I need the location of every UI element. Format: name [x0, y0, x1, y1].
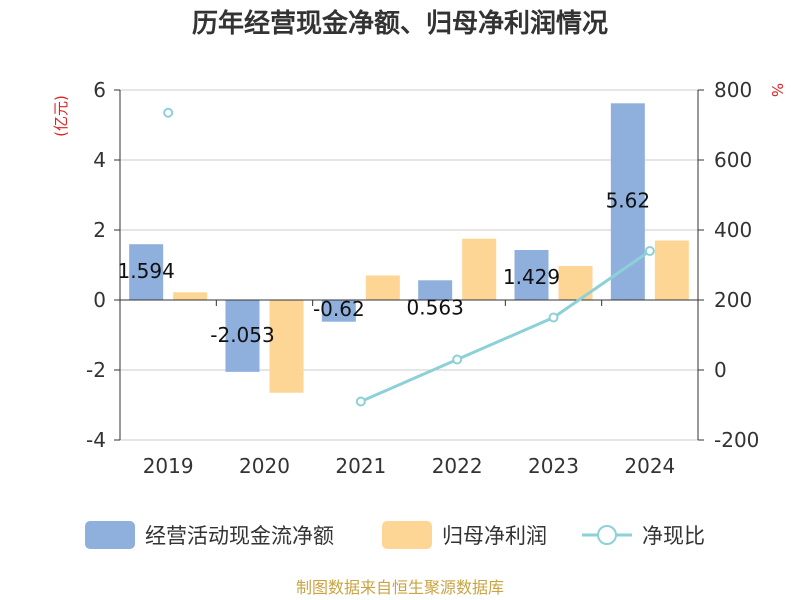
legend-marker-ratio — [597, 525, 617, 545]
legend-label-cashflow: 经营活动现金流净额 — [145, 524, 334, 548]
left-tick-label: 2 — [93, 218, 106, 242]
left-tick-label: 4 — [93, 148, 106, 172]
right-tick-label: -200 — [714, 428, 759, 452]
x-tick-label: 2024 — [624, 454, 675, 478]
tick-labels: 6 4 2 0 -2 -4 800 600 400 200 0 -200 2019 2020 2021 202… — [86, 78, 759, 478]
legend-swatch-cashflow — [85, 521, 135, 549]
ratio-line-segment — [360, 249, 651, 403]
ratio-point — [452, 354, 463, 365]
right-tick-label: 600 — [714, 148, 752, 172]
chart-title: 历年经营现金净额、归母净利润情况 — [192, 8, 608, 39]
bar-cashflow — [514, 249, 549, 300]
bar-cashflow — [418, 280, 453, 300]
legend-label-ratio: 净现比 — [642, 524, 705, 548]
right-tick-label: 800 — [714, 78, 752, 102]
right-tick-label: 0 — [714, 358, 727, 382]
x-tick-label: 2019 — [143, 454, 194, 478]
x-tick-label: 2020 — [239, 454, 290, 478]
x-tick-label: 2022 — [432, 454, 483, 478]
bar-cashflow — [321, 300, 356, 322]
bar-profit — [269, 300, 304, 393]
source-note: 制图数据来自恒生聚源数据库 — [296, 578, 504, 597]
ratio-point — [548, 312, 559, 323]
left-tick-label: 0 — [93, 288, 106, 312]
bar-data-label: -2.053 — [210, 323, 274, 347]
legend-swatch-profit — [382, 521, 432, 549]
x-tick-label: 2021 — [335, 454, 386, 478]
legend-label-profit: 归母净利润 — [442, 524, 547, 548]
bar-profit — [173, 292, 208, 300]
ratio-point — [644, 246, 655, 256]
bar-data-label: 1.594 — [118, 259, 175, 283]
ratio-point — [163, 107, 174, 118]
bar-profit — [462, 238, 497, 300]
legend: 经营活动现金流净额 归母净利润 净现比 — [85, 521, 705, 549]
ratio-point — [355, 396, 366, 407]
right-axis-unit: % — [768, 83, 786, 97]
left-tick-label: 6 — [93, 78, 106, 102]
bar-profit — [365, 275, 400, 300]
data-labels: 1.594 -2.053 -0.62 0.563 1.429 5.62 — [118, 188, 651, 347]
bar-cashflow — [225, 300, 260, 372]
bar-data-label: 5.62 — [606, 188, 651, 212]
left-tick-label: -2 — [86, 358, 106, 382]
bars — [129, 103, 689, 393]
bar-data-label: -0.62 — [313, 297, 365, 321]
bar-cashflow — [129, 244, 164, 300]
right-tick-label: 400 — [714, 218, 752, 242]
bar-data-label: 0.563 — [407, 295, 464, 319]
bar-profit — [654, 240, 689, 300]
bar-data-label: 1.429 — [503, 265, 560, 289]
left-tick-label: -4 — [86, 428, 106, 452]
x-tick-label: 2023 — [528, 454, 579, 478]
left-axis-unit: (亿元) — [52, 95, 70, 137]
ratio-line — [163, 107, 655, 407]
axes — [114, 89, 704, 441]
right-tick-label: 200 — [714, 288, 752, 312]
